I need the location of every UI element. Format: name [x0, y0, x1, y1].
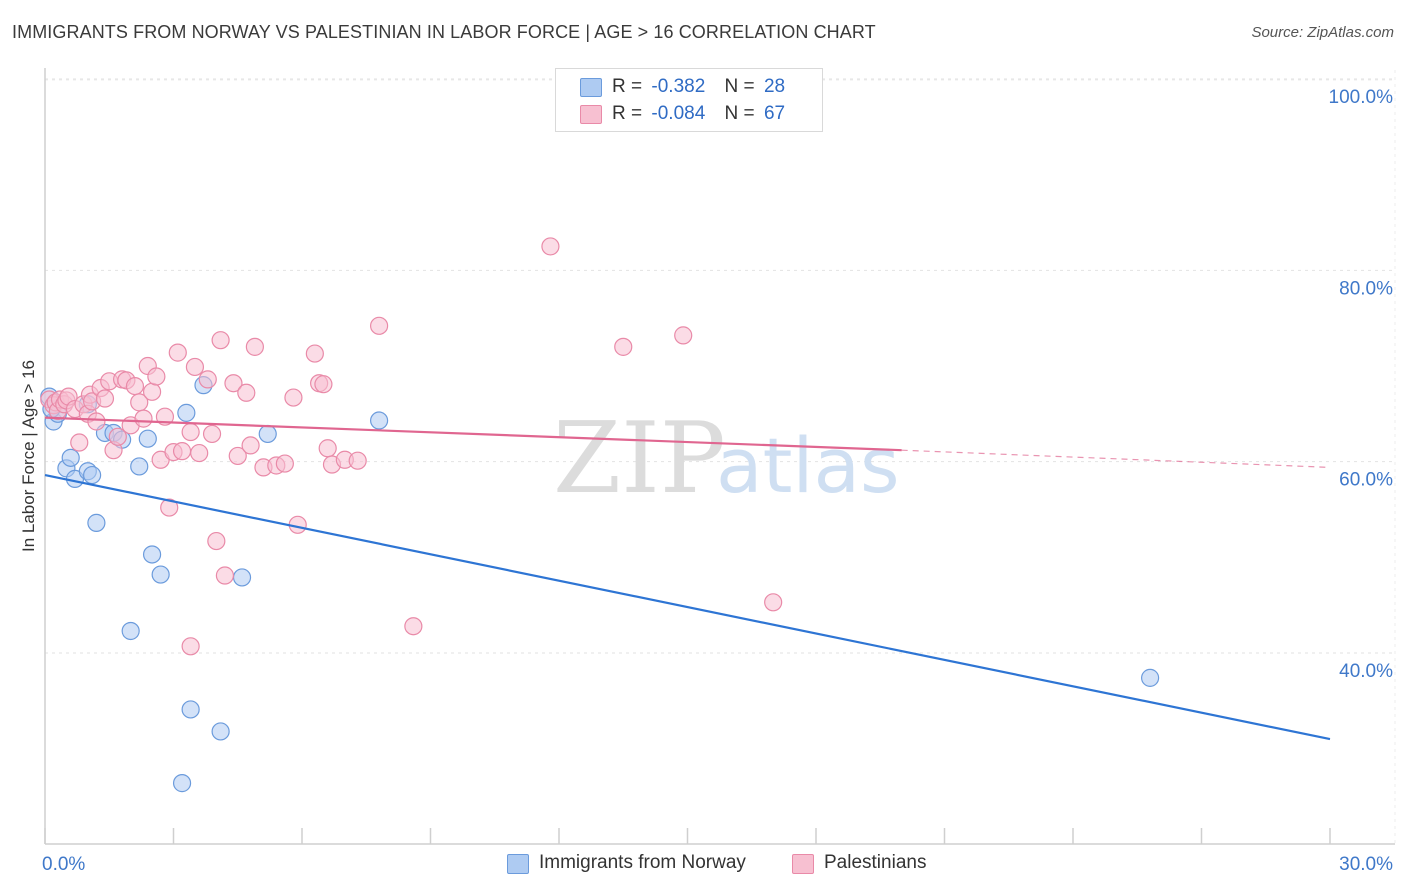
- palestinian-point: [172, 442, 192, 461]
- y-tick-label: 40.0%: [1339, 661, 1393, 682]
- points-layer: [40, 237, 1160, 793]
- palestinian-point: [228, 446, 247, 466]
- palestinian-point: [614, 337, 633, 356]
- correlation-legend: R = -0.382 N = 28 R = -0.084 N = 67: [555, 68, 823, 132]
- palestinian-point: [190, 443, 209, 463]
- bottom-legend-swatch-palestinian: [792, 854, 814, 874]
- palestinian-point: [202, 424, 222, 444]
- n-label: N =: [724, 103, 755, 124]
- palestinian-point: [185, 357, 205, 377]
- norway-point: [177, 403, 196, 422]
- palestinian-trend-line-extension: [901, 449, 1331, 469]
- palestinian-point: [674, 326, 693, 345]
- palestinian-point: [168, 343, 187, 362]
- y-tick-label: 100.0%: [1329, 87, 1394, 108]
- palestinian-point: [125, 376, 145, 396]
- labels-layer: 40.0% 60.0% 80.0% 100.0% 0.0% 30.0% In Labor F…: [19, 87, 1393, 875]
- n-value-palestinian: 67: [763, 103, 786, 124]
- legend-text-norway: R = -0.382 N = 28: [612, 76, 785, 98]
- palestinian-trend-line: [44, 416, 902, 452]
- palestinian-point: [237, 383, 256, 402]
- n-label: N =: [724, 76, 755, 97]
- palestinian-point: [348, 451, 367, 470]
- norway-point: [232, 568, 252, 587]
- norway-point: [130, 457, 149, 476]
- chart-title: IMMIGRANTS FROM NORWAY VS PALESTINIAN IN…: [12, 22, 876, 42]
- r-label: R =: [612, 103, 643, 124]
- palestinian-point: [404, 617, 423, 636]
- palestinian-point: [284, 388, 303, 407]
- palestinian-point: [108, 427, 127, 446]
- legend-text-palestinian: R = -0.084 N = 67: [612, 103, 785, 125]
- norway-point: [61, 448, 80, 467]
- palestinian-point: [245, 337, 264, 356]
- palestinian-point: [181, 422, 200, 442]
- palestinian-point: [181, 637, 200, 656]
- norway-point: [83, 465, 102, 485]
- x-tick-label-max: 30.0%: [1339, 854, 1393, 875]
- norway-point: [138, 429, 157, 448]
- bottom-legend-swatch-norway: [507, 854, 529, 874]
- palestinian-point: [147, 367, 166, 386]
- legend-swatch-norway: [580, 78, 602, 97]
- norway-trend-line: [44, 473, 1331, 741]
- y-axis-label: In Labor Force | Age > 16: [19, 360, 38, 552]
- y-tick-label: 60.0%: [1339, 470, 1393, 491]
- norway-point: [181, 700, 200, 719]
- source-label: Source: ZipAtlas.com: [1251, 24, 1394, 41]
- palestinian-point: [215, 566, 234, 585]
- palestinian-point: [198, 370, 217, 389]
- norway-point: [151, 565, 170, 584]
- norway-point: [258, 424, 277, 444]
- norway-point: [142, 545, 162, 564]
- palestinian-point: [211, 331, 230, 350]
- x-tick-label-min: 0.0%: [42, 854, 85, 875]
- palestinian-point: [305, 344, 324, 363]
- palestinian-point: [142, 382, 162, 401]
- palestinian-point: [241, 436, 260, 455]
- bottom-legend-label-norway: Immigrants from Norway: [539, 852, 746, 873]
- r-value-palestinian: -0.084: [651, 103, 706, 124]
- n-value-norway: 28: [763, 76, 786, 97]
- legend-swatch-palestinian: [580, 105, 602, 124]
- bottom-legend-label-palestinian: Palestinians: [824, 852, 927, 873]
- palestinian-point: [764, 593, 783, 612]
- palestinian-point: [275, 454, 294, 473]
- palestinian-point: [370, 316, 389, 335]
- palestinian-point: [207, 531, 226, 551]
- r-value-norway: -0.382: [651, 76, 706, 97]
- r-label: R =: [612, 76, 643, 97]
- trend-layer: [44, 416, 1331, 741]
- watermark-atlas: atlas: [716, 421, 900, 510]
- palestinian-point: [70, 433, 89, 452]
- axis-layer: [44, 68, 1395, 845]
- watermark-zip: ZIP: [553, 402, 726, 516]
- norway-point: [121, 621, 140, 641]
- palestinian-point: [87, 412, 106, 431]
- norway-point: [172, 774, 192, 793]
- norway-point: [1140, 668, 1160, 687]
- palestinian-point: [134, 409, 153, 428]
- palestinian-point: [224, 374, 243, 393]
- norway-point: [87, 513, 106, 532]
- norway-point: [211, 722, 230, 741]
- palestinian-point: [314, 375, 333, 394]
- palestinian-point: [318, 439, 337, 458]
- palestinian-point: [95, 389, 115, 408]
- palestinian-point: [541, 237, 560, 256]
- norway-point: [370, 411, 389, 430]
- palestinian-point: [160, 498, 179, 517]
- y-tick-label: 80.0%: [1339, 278, 1393, 299]
